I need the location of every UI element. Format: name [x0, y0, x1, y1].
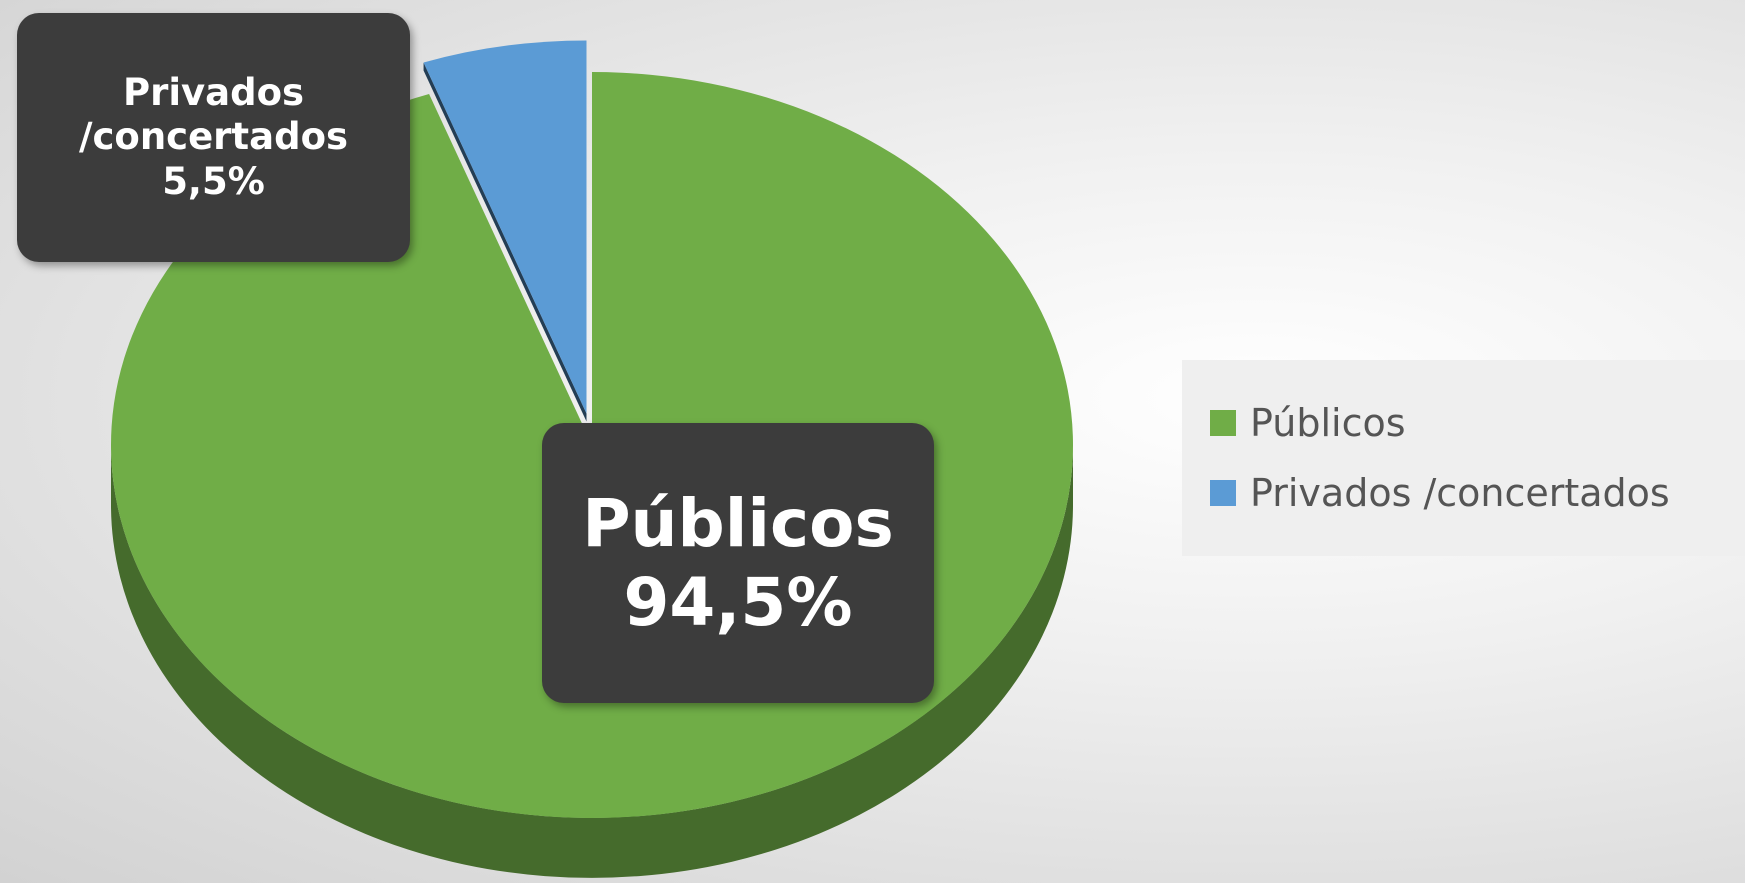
- slice: [423, 40, 587, 414]
- slice-side: [111, 445, 1073, 878]
- legend: Públicos Privados /concertados: [1182, 360, 1745, 556]
- data-label-value: 94,5%: [623, 564, 853, 641]
- legend-label: Privados /concertados: [1250, 471, 1670, 515]
- data-label: Públicos 94,5%: [542, 423, 934, 703]
- data-label-category: Públicos: [582, 484, 894, 562]
- legend-item: Públicos: [1182, 388, 1745, 458]
- legend-item: Privados /concertados: [1182, 458, 1745, 528]
- legend-swatch: [1210, 410, 1236, 436]
- data-label: Privados /concertados 5,5%: [17, 13, 410, 262]
- data-label-value: 5,5%: [162, 159, 265, 203]
- legend-swatch: [1210, 480, 1236, 506]
- data-label-category: Privados /concertados: [78, 70, 349, 159]
- slice-edge: [423, 62, 587, 422]
- legend-label: Públicos: [1250, 401, 1406, 445]
